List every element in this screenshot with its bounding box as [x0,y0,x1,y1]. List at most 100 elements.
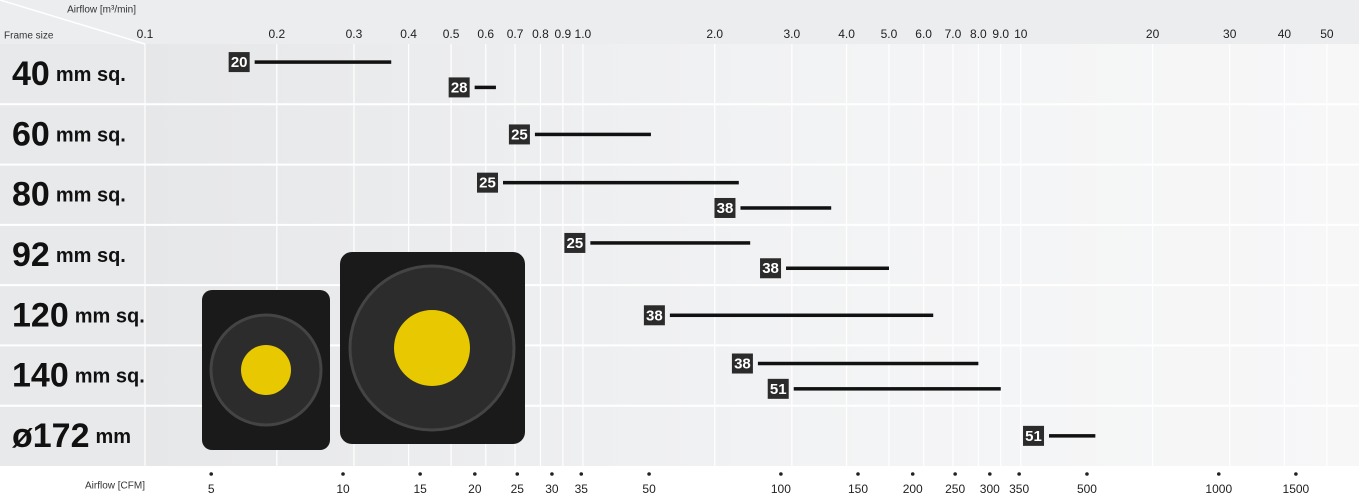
x2-tick-label: 300 [980,482,1000,496]
x2-tick-label: 5 [208,482,215,496]
row-label-unit: mm sq. [56,185,126,207]
range-bar [793,387,1001,391]
row-label-unit: mm sq. [75,366,145,388]
thickness-label: 25 [479,175,496,192]
x2-tick-label: 15 [413,482,427,496]
row-label-unit: mm sq. [56,64,126,86]
x2-tick-label: 20 [468,482,482,496]
x-tick-label: 0.2 [268,27,285,41]
fan-photos [202,252,525,450]
thickness-label: 38 [717,200,734,217]
row-label-unit: mm sq. [56,125,126,147]
x2-tick-label: 500 [1077,482,1097,496]
x2-tick-label: 150 [848,482,868,496]
thickness-badge [448,77,470,98]
x-tick-label: 5.0 [881,27,898,41]
row-label: 60 mm sq. [12,115,126,153]
row-label-number: 80 [12,176,50,214]
x-tick-label: 3.0 [783,27,800,41]
x-tick-label: 0.3 [346,27,363,41]
thickness-label: 38 [734,355,751,372]
x-tick-label: 4.0 [838,27,855,41]
thickness-label: 51 [1025,428,1042,445]
thickness-badge [1023,425,1045,446]
row-label-number: ø172 [12,417,90,455]
range-bar [254,60,392,64]
thickness-label: 51 [770,381,787,398]
row-label-number: 60 [12,115,50,153]
x2-tick-mark [988,472,992,476]
range-bar [786,266,889,271]
x-tick-label: 40 [1278,27,1292,41]
x2-axis-title: Airflow [CFM] [85,481,145,492]
fan-small-hub [241,345,291,395]
x2-tick-mark [209,472,214,476]
x-tick-label: 20 [1146,27,1160,41]
x2-tick-label: 1000 [1205,482,1232,496]
x2-tick-label: 50 [642,482,656,496]
thickness-label: 38 [646,307,663,324]
x2-tick-mark [579,472,584,476]
x-tick-label: 0.8 [532,27,549,41]
x-tick-label: 0.6 [477,27,494,41]
x-tick-label: 2.0 [706,27,723,41]
thickness-label: 38 [762,260,779,277]
range-bar [590,241,751,245]
x2-tick-mark [1294,472,1298,476]
thickness-badge [508,124,530,145]
x2-tick-mark [418,472,422,476]
range-bar [534,132,651,137]
row-label-number: 140 [12,357,69,395]
x2-tick-label: 1500 [1283,482,1310,496]
range-bar [740,206,832,210]
x2-tick-mark [910,472,915,476]
thickness-label: 25 [511,126,528,143]
thickness-label: 28 [451,79,468,96]
thickness-label: 25 [567,235,584,252]
row-label-column [0,44,145,466]
thickness-badge [643,305,665,326]
x-tick-label: 9.0 [992,27,1009,41]
fan-large-hub [394,310,470,386]
range-bar [474,85,496,90]
row-label-number: 120 [12,296,69,334]
range-bar [1049,434,1096,438]
thickness-badge [767,378,789,399]
x2-tick-label: 250 [945,482,965,496]
x-tick-label: 0.1 [137,27,154,41]
row-label-unit: mm sq. [56,245,126,267]
range-bar [757,361,979,366]
row-label-unit: mm sq. [75,306,145,328]
x2-tick-mark [1085,472,1089,476]
row-label: 40 mm sq. [12,55,126,93]
thickness-badge [731,353,753,374]
x-tick-label: 8.0 [970,27,987,41]
row-label-number: 40 [12,55,50,93]
top-axis-strip [0,0,1359,44]
thickness-label: 20 [231,54,248,71]
corner-diagonal [0,0,146,45]
row-label-unit: mm [96,426,132,448]
x2-tick-label: 200 [903,482,923,496]
x2-tick-mark [550,472,554,476]
x-tick-label: 0.5 [443,27,460,41]
x2-tick-mark [647,472,651,476]
x-tick-label: 30 [1223,27,1237,41]
x-tick-label: 10 [1014,27,1028,41]
thickness-badge [564,232,586,253]
x2-tick-mark [515,472,520,476]
x-tick-label: 0.9 [555,27,572,41]
x2-tick-mark [856,472,860,476]
thickness-badge [714,197,736,218]
range-bar [669,313,934,318]
row-title: Frame size [4,31,54,42]
x-tick-label: 6.0 [915,27,932,41]
row-label: 140 mm sq. [12,357,145,395]
row-label-number: 92 [12,236,50,274]
row-label: ø172 mm [12,417,131,455]
row-label: 92 mm sq. [12,236,126,274]
x-tick-label: 7.0 [945,27,962,41]
row-label: 120 mm sq. [12,296,145,334]
x2-tick-label: 10 [336,482,350,496]
